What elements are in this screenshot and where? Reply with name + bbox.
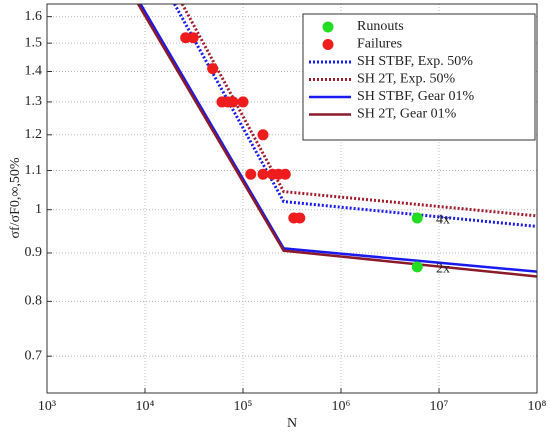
y-tick-label: 1.5 — [25, 35, 43, 50]
legend-box — [302, 13, 536, 141]
legend-label: Failures — [357, 37, 402, 52]
y-tick-label: 0.8 — [25, 294, 43, 309]
data-point — [411, 261, 423, 273]
plot-frame — [46, 3, 538, 394]
data-point — [187, 32, 199, 44]
y-axis-label: σf/σF0,∞,50% — [8, 157, 23, 238]
y-tick-label: 1 — [35, 202, 42, 217]
plot-content — [137, 4, 537, 278]
y-tick-label: 1.4 — [25, 64, 43, 79]
legend-label: SH 2T, Exp. 50% — [357, 72, 455, 87]
data-point — [237, 96, 249, 108]
y-tick-label: 0.9 — [25, 245, 43, 260]
annotation: 4x — [436, 212, 450, 227]
data-point — [411, 212, 423, 224]
x-tick-label: 10⁸ — [528, 399, 547, 414]
legend-label: SH STBF, Exp. 50% — [357, 54, 473, 69]
x-tick-label: 10⁷ — [430, 399, 449, 414]
data-point — [207, 63, 219, 75]
x-axis-label: N — [287, 416, 297, 431]
y-tick-label: 1.2 — [25, 127, 43, 142]
data-point — [245, 168, 257, 180]
legend-label: Runouts — [357, 19, 404, 34]
data-point — [257, 129, 269, 141]
series-line — [137, 4, 537, 278]
annotation: 2x — [436, 261, 450, 276]
series-line — [180, 4, 537, 218]
y-tick-label: 0.7 — [25, 348, 43, 363]
x-tick-label: 10³ — [38, 399, 56, 414]
legend-marker — [322, 39, 334, 50]
x-tick-label: 10⁶ — [332, 399, 351, 414]
x-tick-label: 10⁴ — [136, 399, 155, 414]
legend-marker — [322, 21, 334, 33]
data-point — [294, 212, 306, 224]
data-point — [227, 96, 239, 108]
x-tick-label: 10⁵ — [234, 399, 253, 414]
y-tick-label: 1.3 — [25, 94, 43, 109]
data-point — [257, 168, 269, 180]
legend-label: SH 2T, Gear 01% — [357, 107, 457, 122]
series-line — [173, 4, 537, 228]
data-point — [279, 168, 291, 180]
y-tick-label: 1.1 — [25, 163, 43, 178]
y-tick-label: 1.6 — [25, 9, 43, 24]
legend-label: SH STBF, Gear 01% — [357, 89, 474, 104]
